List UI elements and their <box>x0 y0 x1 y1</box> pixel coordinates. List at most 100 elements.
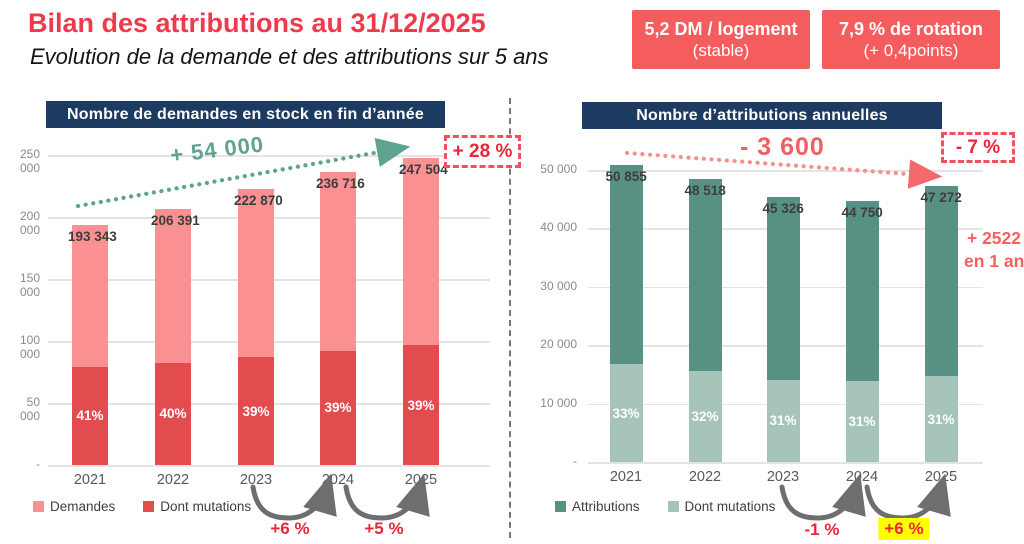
chart-title-attributions: Nombre d’attributions annuelles <box>582 102 942 129</box>
bar-segment-total <box>72 225 108 367</box>
y-axis-tick-label: 150 000 <box>19 271 40 299</box>
side-note-unit: en 1 an <box>964 251 1024 271</box>
chart-panel-demandes: Nombre de demandes en stock en fin d’ann… <box>8 95 521 544</box>
gridline <box>588 170 983 172</box>
stacked-bar-2025: 39% <box>403 158 439 465</box>
x-axis-tick-label: 2023 <box>239 472 273 488</box>
bar-total-label: 206 391 <box>151 213 200 229</box>
y-axis-tick-label: 100 000 <box>19 333 40 361</box>
legend-swatch-attributions <box>555 501 566 512</box>
y-axis-tick-label: 40 000 <box>540 220 577 235</box>
stacked-bar-2021: 41% <box>72 225 108 465</box>
stacked-bar-2022: 40% <box>155 209 191 465</box>
side-note-value: + 2522 <box>966 228 1021 248</box>
y-axis-tick-label: 250 000 <box>19 147 40 175</box>
y-axis-tick-label: 20 000 <box>540 337 577 352</box>
legend-label: Attributions <box>572 499 640 514</box>
stacked-bar-2023: 39% <box>238 188 274 465</box>
bar-segment-mutations: 41% <box>72 366 108 465</box>
bar-segment-total <box>320 171 356 351</box>
legend-swatch-demandes <box>33 501 44 512</box>
bar-segment-total <box>238 188 274 358</box>
kpi-badge-value: 7,9 % de rotation <box>838 18 984 39</box>
yoy-change-label: +5 % <box>364 519 404 538</box>
y-axis-tick-label: - <box>573 454 577 468</box>
legend-label: Dont mutations <box>160 499 252 514</box>
y-axis-tick-label: - <box>36 457 40 471</box>
bar-total-label: 45 326 <box>762 201 804 217</box>
trend-annotation-attributions: - 3 600 <box>740 133 825 161</box>
gridline <box>48 465 490 467</box>
bar-segment-mutations: 31% <box>845 380 879 462</box>
delta-box-demandes: + 28 % <box>444 135 521 168</box>
y-axis-tick-label: 50 000 <box>540 162 577 176</box>
chart-title-demandes: Nombre de demandes en stock en fin d’ann… <box>46 101 445 128</box>
delta-box-attributions: - 7 % <box>941 132 1015 163</box>
gridline <box>48 155 490 157</box>
bar-total-label: 47 272 <box>920 189 962 205</box>
bar-segment-mutations: 39% <box>238 357 274 465</box>
legend-label: Demandes <box>50 499 116 514</box>
legend-label: Dont mutations <box>684 499 776 514</box>
bar-segment-total <box>609 165 643 364</box>
kpi-badge-note: (+ 0,4points) <box>863 41 959 61</box>
kpi-badge-demande-logement: 5,2 DM / logement (stable) <box>632 10 810 69</box>
stacked-bar-2024: 31% <box>845 200 879 462</box>
legend-swatch-mutations <box>143 501 155 512</box>
bar-total-label: 50 855 <box>605 169 647 184</box>
x-axis-tick-label: 2023 <box>766 469 800 485</box>
y-axis-tick-label: 10 000 <box>540 395 577 410</box>
stacked-bar-2024: 39% <box>320 171 356 465</box>
legend-item-demandes: Demandes <box>33 499 115 514</box>
yoy-change-label-highlighted: +6 % <box>878 518 930 540</box>
bar-segment-mutations: 33% <box>609 364 643 462</box>
x-axis-tick-label: 2021 <box>609 469 643 485</box>
stacked-bar-2025: 31% <box>924 185 958 462</box>
page-title: Bilan des attributions au 31/12/2025 <box>28 8 486 38</box>
chart-legend-demandes: Demandes Dont mutations <box>33 499 251 514</box>
legend-item-attributions: Attributions <box>555 499 640 514</box>
bar-total-label: 193 343 <box>68 229 117 245</box>
bar-segment-total <box>155 209 191 363</box>
legend-item-dont-mutations: Dont mutations <box>143 499 251 514</box>
stacked-bar-2022: 32% <box>688 178 722 462</box>
x-axis-tick-label: 2025 <box>924 469 958 485</box>
bar-total-label: 236 716 <box>316 175 365 191</box>
bar-segment-total <box>688 178 722 372</box>
x-axis-tick-label: 2024 <box>321 472 355 488</box>
legend-swatch-mutations <box>667 501 679 512</box>
side-note-gain-1an: + 2522 en 1 an <box>964 227 1024 273</box>
y-axis-tick-label: 200 000 <box>19 209 40 237</box>
kpi-badge-note: (stable) <box>692 41 750 61</box>
bar-segment-mutations: 39% <box>403 345 439 465</box>
chart-legend-attributions: Attributions Dont mutations <box>555 499 775 514</box>
x-axis-tick-label: 2022 <box>688 469 722 485</box>
bar-total-label: 44 750 <box>841 204 883 220</box>
yoy-change-label: +6 % <box>270 519 310 538</box>
legend-item-dont-mutations: Dont mutations <box>667 499 776 514</box>
x-axis-tick-label: 2024 <box>845 469 879 485</box>
y-axis-tick-label: 30 000 <box>540 278 577 293</box>
bar-total-label: 222 870 <box>234 192 283 208</box>
bar-total-label: 247 504 <box>399 162 448 178</box>
bar-segment-total <box>924 185 958 377</box>
bar-segment-mutations: 31% <box>924 376 958 462</box>
stacked-bar-2021: 33% <box>609 165 643 462</box>
kpi-badge-value: 5,2 DM / logement <box>644 18 798 39</box>
bar-segment-mutations: 32% <box>688 371 722 462</box>
x-axis-tick-label: 2021 <box>73 472 107 488</box>
vertical-dashed-divider <box>509 98 511 538</box>
gridline <box>588 462 983 464</box>
y-axis-tick-label: 50 000 <box>19 395 40 423</box>
chart-panel-attributions: Nombre d’attributions annuelles 50 000 40… <box>522 95 1024 544</box>
x-axis-tick-label: 2025 <box>404 472 438 488</box>
bar-segment-total <box>766 197 800 380</box>
page-subtitle: Evolution de la demande et des attributi… <box>30 44 549 69</box>
x-axis-tick-label: 2022 <box>156 472 190 488</box>
bar-segment-total <box>845 200 879 381</box>
stacked-bar-2023: 31% <box>766 197 800 462</box>
bar-segment-mutations: 39% <box>320 350 356 465</box>
bar-total-label: 48 518 <box>684 182 726 198</box>
kpi-badge-rotation: 7,9 % de rotation (+ 0,4points) <box>822 10 1000 69</box>
bar-segment-mutations: 31% <box>766 379 800 462</box>
